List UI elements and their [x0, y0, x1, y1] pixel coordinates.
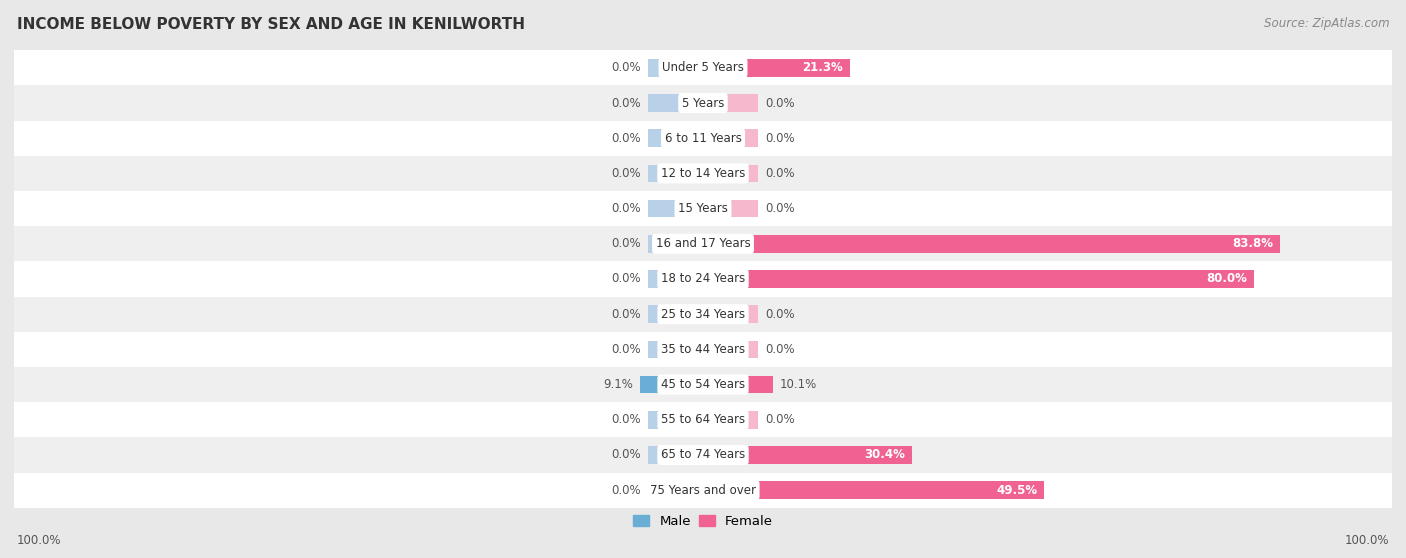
Bar: [14, 367, 1392, 402]
Text: 0.0%: 0.0%: [612, 97, 641, 109]
Text: 0.0%: 0.0%: [612, 61, 641, 74]
Text: 21.3%: 21.3%: [801, 61, 842, 74]
Text: 0.0%: 0.0%: [765, 343, 794, 356]
Text: 18 to 24 Years: 18 to 24 Years: [661, 272, 745, 286]
Text: 0.0%: 0.0%: [612, 272, 641, 286]
Legend: Male, Female: Male, Female: [627, 509, 779, 533]
Text: 0.0%: 0.0%: [765, 132, 794, 145]
Bar: [703, 482, 1045, 499]
Bar: [14, 297, 1392, 332]
Bar: [703, 376, 772, 393]
Bar: [14, 50, 1392, 85]
Text: 9.1%: 9.1%: [603, 378, 634, 391]
Text: Under 5 Years: Under 5 Years: [662, 61, 744, 74]
Bar: [703, 305, 758, 323]
Bar: [14, 437, 1392, 473]
Text: 0.0%: 0.0%: [765, 307, 794, 321]
Text: 100.0%: 100.0%: [1344, 534, 1389, 547]
Text: 75 Years and over: 75 Years and over: [650, 484, 756, 497]
Text: 49.5%: 49.5%: [995, 484, 1038, 497]
Text: INCOME BELOW POVERTY BY SEX AND AGE IN KENILWORTH: INCOME BELOW POVERTY BY SEX AND AGE IN K…: [17, 17, 524, 32]
Bar: [648, 200, 703, 218]
Bar: [14, 226, 1392, 261]
Bar: [14, 191, 1392, 226]
Text: 6 to 11 Years: 6 to 11 Years: [665, 132, 741, 145]
Bar: [14, 473, 1392, 508]
Text: 5 Years: 5 Years: [682, 97, 724, 109]
Bar: [14, 261, 1392, 297]
Text: 35 to 44 Years: 35 to 44 Years: [661, 343, 745, 356]
Bar: [648, 165, 703, 182]
Text: Source: ZipAtlas.com: Source: ZipAtlas.com: [1264, 17, 1389, 30]
Text: 0.0%: 0.0%: [612, 484, 641, 497]
Text: 0.0%: 0.0%: [612, 202, 641, 215]
Text: 25 to 34 Years: 25 to 34 Years: [661, 307, 745, 321]
Text: 83.8%: 83.8%: [1233, 237, 1274, 251]
Bar: [703, 270, 1254, 288]
Bar: [648, 305, 703, 323]
Bar: [648, 482, 703, 499]
Text: 100.0%: 100.0%: [17, 534, 62, 547]
Bar: [703, 200, 758, 218]
Bar: [648, 235, 703, 253]
Text: 65 to 74 Years: 65 to 74 Years: [661, 449, 745, 461]
Text: 0.0%: 0.0%: [765, 97, 794, 109]
Bar: [648, 59, 703, 76]
Bar: [703, 165, 758, 182]
Text: 12 to 14 Years: 12 to 14 Years: [661, 167, 745, 180]
Text: 0.0%: 0.0%: [612, 167, 641, 180]
Bar: [703, 446, 912, 464]
Bar: [703, 94, 758, 112]
Bar: [640, 376, 703, 393]
Bar: [648, 446, 703, 464]
Text: 16 and 17 Years: 16 and 17 Years: [655, 237, 751, 251]
Bar: [14, 85, 1392, 121]
Bar: [648, 340, 703, 358]
Text: 0.0%: 0.0%: [612, 307, 641, 321]
Text: 0.0%: 0.0%: [612, 449, 641, 461]
Bar: [648, 129, 703, 147]
Bar: [703, 59, 849, 76]
Text: 0.0%: 0.0%: [612, 413, 641, 426]
Text: 0.0%: 0.0%: [765, 167, 794, 180]
Bar: [703, 235, 1281, 253]
Bar: [703, 129, 758, 147]
Bar: [703, 340, 758, 358]
Text: 10.1%: 10.1%: [779, 378, 817, 391]
Bar: [703, 411, 758, 429]
Text: 0.0%: 0.0%: [765, 202, 794, 215]
Bar: [648, 94, 703, 112]
Bar: [14, 156, 1392, 191]
Text: 0.0%: 0.0%: [612, 343, 641, 356]
Text: 30.4%: 30.4%: [865, 449, 905, 461]
Text: 55 to 64 Years: 55 to 64 Years: [661, 413, 745, 426]
Text: 0.0%: 0.0%: [612, 132, 641, 145]
Text: 0.0%: 0.0%: [765, 413, 794, 426]
Text: 0.0%: 0.0%: [612, 237, 641, 251]
Text: 15 Years: 15 Years: [678, 202, 728, 215]
Text: 45 to 54 Years: 45 to 54 Years: [661, 378, 745, 391]
Bar: [648, 411, 703, 429]
Bar: [14, 402, 1392, 437]
Text: 80.0%: 80.0%: [1206, 272, 1247, 286]
Bar: [14, 121, 1392, 156]
Bar: [14, 332, 1392, 367]
Bar: [648, 270, 703, 288]
